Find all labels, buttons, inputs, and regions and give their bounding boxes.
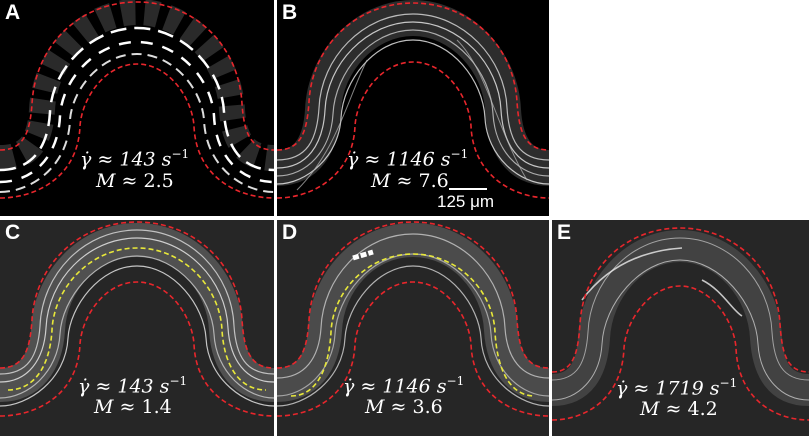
channel-centerline (290, 253, 536, 397)
mixing-index-value: ≈ 4.2 (665, 398, 718, 420)
scale-bar (449, 188, 487, 190)
mixing-index-symbol: M (640, 398, 660, 420)
bright-streak (352, 249, 374, 261)
panel-letter: E (557, 221, 572, 244)
shear-rate-exponent: −1 (446, 374, 465, 388)
shear-rate-exponent: −1 (719, 376, 738, 390)
channel-wall-outer (0, 221, 274, 369)
shear-rate-value: γ̇ ≈ 143 (78, 375, 154, 398)
panel-letter: A (5, 1, 21, 24)
panel-a: A γ̇ ≈ 143 s−1 M ≈ 2.5 (0, 0, 274, 216)
mixing-index-label: M ≈ 2.5 (96, 170, 174, 192)
shear-rate-exponent: −1 (171, 147, 190, 161)
panel-letter: C (5, 221, 21, 244)
shear-rate-unit: s (440, 148, 451, 171)
panel-d: D γ̇ ≈ 1146 s−1 M ≈ 3.6 (277, 220, 549, 436)
channel-wall-inner (0, 63, 274, 199)
mixing-index-value: ≈ 7.6 (396, 170, 449, 192)
channel-image-b (277, 0, 549, 199)
shear-rate-unit: s (436, 375, 447, 398)
shear-rate-exponent: −1 (169, 374, 188, 388)
mixing-index-symbol: M (371, 170, 391, 192)
shear-rate-label: γ̇ ≈ 1719 s−1 (616, 372, 737, 399)
shear-rate-value: γ̇ ≈ 1146 (343, 375, 431, 398)
channel-wall-outer (552, 227, 809, 373)
channel-wall-outer (277, 2, 549, 151)
mixing-index-symbol: M (365, 396, 385, 418)
shear-rate-label: γ̇ ≈ 1146 s−1 (347, 143, 468, 170)
panel-e: E γ̇ ≈ 1719 s−1 M ≈ 4.2 (552, 220, 809, 436)
panel-letter: B (282, 1, 298, 24)
shear-rate-value: γ̇ ≈ 1719 (616, 377, 704, 400)
shear-rate-exponent: −1 (450, 147, 469, 161)
mixing-index-value: ≈ 2.5 (121, 170, 174, 192)
panel-b: B γ̇ ≈ 1146 s−1 M ≈ 7.6 125 μm (277, 0, 549, 216)
mixing-index-label: M ≈ 4.2 (640, 398, 718, 420)
channel-image-d (277, 221, 549, 417)
channel-image-a (0, 0, 274, 199)
shear-rate-label: γ̇ ≈ 143 s−1 (80, 143, 189, 170)
shear-rate-unit: s (161, 148, 172, 171)
shear-rate-label: γ̇ ≈ 143 s−1 (78, 370, 187, 397)
mixing-index-symbol: M (96, 170, 116, 192)
mixing-index-label: M ≈ 3.6 (365, 396, 443, 418)
channel-wall-inner (277, 281, 549, 417)
shear-rate-value: γ̇ ≈ 1146 (347, 148, 435, 171)
panel-c: C γ̇ ≈ 143 s−1 M ≈ 1.4 (0, 220, 274, 436)
mixing-index-value: ≈ 3.6 (390, 396, 443, 418)
shear-rate-unit: s (159, 375, 170, 398)
scale-bar-label: 125 μm (437, 192, 495, 211)
channel-wall-outer (277, 221, 549, 369)
channel-wall-inner (277, 61, 549, 199)
panel-letter: D (282, 221, 298, 244)
mixing-index-label: M ≈ 7.6 (371, 170, 449, 192)
shear-rate-unit: s (709, 377, 720, 400)
shear-rate-value: γ̇ ≈ 143 (80, 148, 156, 171)
channel-image-c (0, 221, 274, 417)
mixing-index-label: M ≈ 1.4 (94, 396, 172, 418)
mixing-index-symbol: M (94, 396, 114, 418)
shear-rate-label: γ̇ ≈ 1146 s−1 (343, 370, 464, 397)
channel-image-e (552, 227, 809, 421)
channel-centerline (7, 247, 267, 391)
channel-wall-inner (0, 281, 274, 417)
mixing-index-value: ≈ 1.4 (119, 396, 172, 418)
channel-wall-outer (0, 1, 274, 151)
channel-wall-inner (552, 285, 809, 421)
